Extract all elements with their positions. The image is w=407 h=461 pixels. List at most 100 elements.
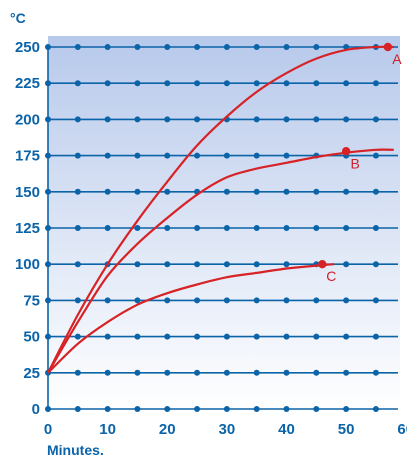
grid-dot: [134, 225, 141, 231]
grid-dot: [194, 406, 201, 412]
grid-dot: [194, 369, 201, 376]
x-tick-label: 20: [159, 421, 176, 438]
grid-dot: [164, 333, 171, 340]
grid-dot: [134, 116, 141, 123]
curve-label-C: C: [326, 268, 336, 284]
grid-dot: [313, 333, 320, 340]
grid-dot: [223, 406, 230, 412]
grid-dot: [283, 261, 290, 268]
y-tick-label: 250: [15, 39, 40, 56]
grid-dot: [134, 297, 141, 304]
grid-dot: [343, 80, 350, 87]
grid-dot: [343, 406, 350, 412]
grid-dot: [104, 188, 111, 195]
grid-dot: [134, 333, 141, 340]
x-tick-label: 30: [219, 421, 236, 438]
grid-dot: [74, 152, 81, 159]
grid-dot: [74, 406, 81, 412]
x-tick-label: 0: [44, 421, 52, 438]
grid-dot: [343, 225, 350, 231]
grid-dot: [74, 44, 81, 50]
grid-dot: [372, 406, 379, 412]
grid-dot: [253, 225, 260, 231]
grid-dot: [104, 333, 111, 340]
grid-dot: [223, 297, 230, 304]
grid-dot: [194, 44, 201, 50]
grid-dot: [134, 369, 141, 376]
grid-dot: [194, 116, 201, 123]
grid-dot: [313, 80, 320, 87]
series-C-line: [47, 263, 335, 374]
grid-dot: [104, 297, 111, 304]
grid-dot: [313, 369, 320, 376]
grid-dot: [253, 116, 260, 123]
grid-dot: [164, 152, 171, 159]
y-tick-label: 0: [32, 401, 40, 418]
grid-dot: [194, 80, 201, 87]
grid-dot: [343, 333, 350, 340]
grid-dot: [164, 80, 171, 87]
grid-dot: [194, 333, 201, 340]
plot-background: [48, 36, 400, 410]
grid-dot: [164, 297, 171, 304]
y-tick-label: 125: [15, 220, 40, 237]
grid-dot: [253, 152, 260, 159]
grid-dot: [283, 116, 290, 123]
grid-dot: [74, 297, 81, 304]
grid-dot: [223, 188, 230, 195]
grid-dot: [313, 116, 320, 123]
grid-dot: [194, 152, 201, 159]
x-tick-label: 50: [338, 421, 355, 438]
grid-dot: [74, 80, 81, 87]
marker-C: [318, 260, 327, 269]
grid-dot: [343, 188, 350, 195]
grid-dot: [134, 152, 141, 159]
grid-dot: [74, 188, 81, 195]
grid-dot: [253, 44, 260, 50]
x-axis-label: Minutes.: [47, 442, 104, 458]
grid-dot: [253, 369, 260, 376]
tick-labels: 0 25 50 75 100 125 150 175 200 225 250 0 10 20 30 40 50 6…: [15, 39, 407, 438]
x-tick-label: 60: [397, 421, 407, 438]
grid-dot: [223, 369, 230, 376]
series-A-line: [47, 45, 394, 374]
grid-dot: [343, 44, 350, 50]
grid-dot: [134, 188, 141, 195]
grid-dot: [164, 188, 171, 195]
grid-dot: [283, 188, 290, 195]
x-tick-label: 40: [278, 421, 295, 438]
y-tick-label: 175: [15, 148, 40, 165]
grid-dot: [372, 188, 379, 195]
grid-dot: [74, 116, 81, 123]
grid-dot: [283, 44, 290, 50]
grid-dot: [372, 80, 379, 87]
grid-dot: [223, 225, 230, 231]
grid-dot: [313, 225, 320, 231]
grid-dot: [372, 333, 379, 340]
grid-dot: [313, 297, 320, 304]
grid-dot: [343, 369, 350, 376]
grid-dot: [104, 369, 111, 376]
grid-dot: [164, 116, 171, 123]
grid-dot: [104, 406, 111, 412]
grid-dot: [164, 369, 171, 376]
grid-dot: [343, 116, 350, 123]
grid-dot: [104, 152, 111, 159]
y-tick-label: 100: [15, 256, 40, 273]
series-layer: A B C: [47, 42, 402, 374]
grid-dot: [372, 225, 379, 231]
y-tick-label: 50: [23, 329, 40, 346]
grid-dot: [253, 333, 260, 340]
grid-dot: [74, 225, 81, 231]
grid-dot: [74, 369, 81, 376]
grid-dot: [283, 152, 290, 159]
curve-label-B: B: [350, 155, 359, 171]
grid-dot: [253, 297, 260, 304]
grid-dot: [104, 225, 111, 231]
grid-dot: [74, 261, 81, 268]
grid-dot: [134, 261, 141, 268]
grid-dot: [253, 406, 260, 412]
y-tick-label: 150: [15, 184, 40, 201]
grid-dot: [164, 44, 171, 50]
